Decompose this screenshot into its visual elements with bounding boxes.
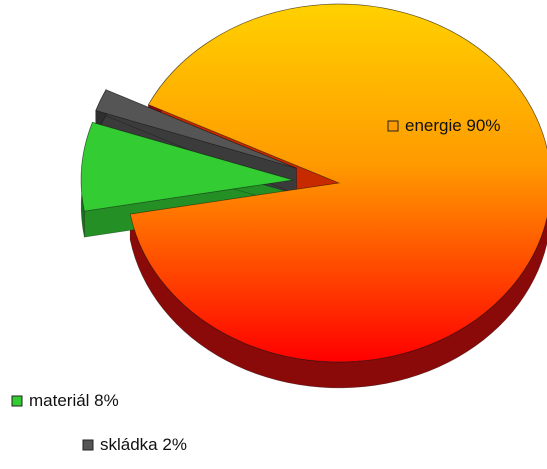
slice-materiál — [80, 121, 294, 212]
legend-marker-energie — [387, 120, 399, 132]
label-text-materiál: materiál 8% — [29, 391, 119, 410]
data-label-energie: energie 90% — [387, 116, 500, 135]
data-label-materiál: materiál 8% — [11, 391, 119, 410]
legend-marker-materiál — [11, 395, 23, 407]
label-text-energie: energie 90% — [405, 116, 500, 135]
data-label-skládka: skládka 2% — [82, 435, 187, 454]
slice-labels: energie 90% materiál 8% skládka 2% — [11, 116, 500, 454]
label-text-skládka: skládka 2% — [100, 435, 187, 454]
legend-marker-skládka — [82, 439, 94, 451]
slice-energie — [129, 3, 547, 363]
slice-skládka — [95, 89, 297, 169]
slice-tops — [80, 3, 547, 363]
